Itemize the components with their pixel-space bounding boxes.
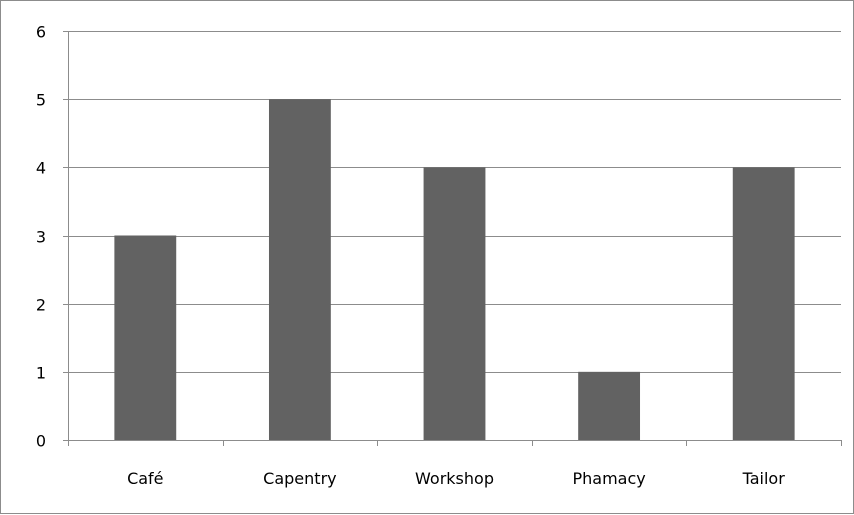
y-tick-label-0: 0 [36, 432, 46, 451]
y-tick-label-6: 6 [36, 23, 46, 42]
bars [114, 99, 795, 441]
x-category-label-0: Café [127, 469, 163, 488]
bar-tailor [732, 167, 795, 441]
labels: 0 1 2 3 4 5 6 Café Capentry Workshop Phamacy Tailor [36, 23, 785, 489]
bar-capentry [268, 99, 331, 441]
y-tick-label-2: 2 [36, 296, 46, 315]
y-tick-label-4: 4 [36, 159, 46, 178]
axes [63, 31, 842, 446]
bar-workshop [423, 167, 486, 441]
x-category-label-4: Tailor [742, 469, 786, 488]
x-category-label-1: Capentry [263, 469, 336, 488]
x-category-label-2: Workshop [415, 469, 494, 488]
x-category-label-3: Phamacy [572, 469, 645, 488]
bar-caf- [114, 235, 177, 440]
y-tick-label-1: 1 [36, 364, 46, 383]
y-tick-label-3: 3 [36, 228, 46, 247]
bar-phamacy [578, 371, 641, 440]
y-tick-label-5: 5 [36, 91, 46, 110]
